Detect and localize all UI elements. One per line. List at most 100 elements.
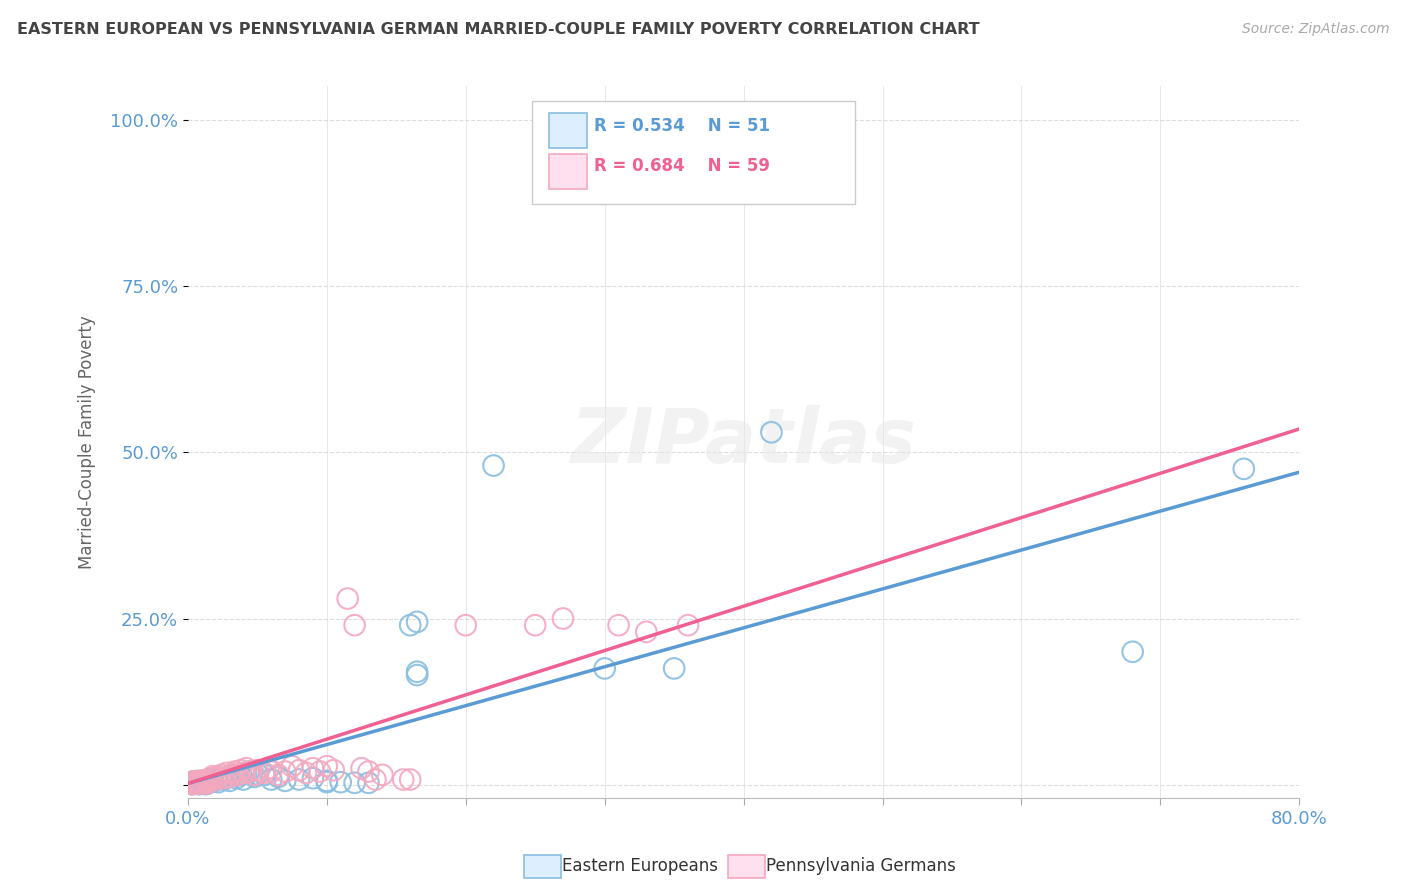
Point — [190, 776, 212, 790]
Point — [357, 764, 380, 779]
FancyBboxPatch shape — [533, 101, 855, 203]
Text: Pennsylvania Germans: Pennsylvania Germans — [766, 857, 956, 875]
Point — [336, 591, 359, 606]
Point — [232, 772, 254, 787]
Point — [183, 774, 205, 789]
Point — [186, 775, 208, 789]
Point — [201, 774, 224, 789]
Point — [195, 776, 218, 790]
Point — [482, 458, 505, 473]
Point — [181, 777, 204, 791]
Point — [215, 770, 238, 784]
Point — [350, 761, 373, 775]
Point — [235, 765, 257, 780]
Point — [309, 764, 332, 779]
Point — [204, 772, 226, 787]
Point — [274, 764, 297, 779]
Point — [184, 776, 207, 790]
Point — [406, 668, 429, 682]
Point — [188, 776, 211, 790]
Point — [274, 773, 297, 788]
Point — [399, 772, 422, 787]
Point — [243, 770, 266, 784]
Point — [201, 769, 224, 783]
FancyBboxPatch shape — [550, 113, 586, 148]
Point — [224, 764, 246, 779]
Point — [198, 772, 221, 787]
Point — [253, 768, 276, 782]
Point — [181, 777, 204, 791]
Point — [315, 759, 337, 773]
Point — [295, 765, 318, 780]
Point — [207, 775, 229, 789]
Point — [179, 776, 201, 790]
Point — [193, 773, 215, 788]
Text: ZIPatlas: ZIPatlas — [571, 405, 917, 479]
Point — [187, 775, 209, 789]
Point — [315, 773, 337, 788]
Point — [197, 776, 219, 790]
Point — [188, 777, 211, 791]
Point — [1233, 462, 1256, 476]
Point — [186, 776, 208, 790]
Point — [406, 615, 429, 629]
Point — [551, 611, 574, 625]
FancyBboxPatch shape — [550, 154, 586, 189]
Point — [194, 777, 217, 791]
Point — [288, 763, 311, 777]
Point — [184, 776, 207, 790]
Point — [329, 775, 352, 789]
Point — [260, 764, 283, 779]
Point — [662, 661, 685, 675]
Point — [406, 665, 429, 679]
Point — [212, 771, 235, 785]
Point — [267, 768, 290, 782]
Point — [246, 767, 269, 781]
Point — [212, 772, 235, 787]
Point — [187, 773, 209, 788]
Point — [215, 765, 238, 780]
Point — [229, 763, 252, 777]
Point — [183, 774, 205, 789]
Point — [197, 773, 219, 788]
Point — [761, 425, 783, 440]
Point — [194, 775, 217, 789]
Point — [221, 768, 243, 782]
Point — [180, 775, 202, 789]
Point — [281, 759, 304, 773]
Point — [322, 763, 344, 777]
Point — [343, 618, 366, 632]
Point — [191, 774, 214, 789]
Point — [524, 618, 547, 632]
Point — [257, 761, 280, 775]
Point — [1122, 645, 1144, 659]
Text: Source: ZipAtlas.com: Source: ZipAtlas.com — [1241, 22, 1389, 37]
Point — [229, 768, 252, 782]
Point — [676, 618, 699, 632]
Point — [193, 775, 215, 789]
Point — [371, 768, 394, 782]
Point — [198, 771, 221, 785]
Point — [180, 776, 202, 790]
Point — [288, 772, 311, 787]
Text: R = 0.684    N = 59: R = 0.684 N = 59 — [593, 157, 769, 175]
Text: R = 0.534    N = 51: R = 0.534 N = 51 — [593, 117, 769, 135]
Point — [235, 761, 257, 775]
Y-axis label: Married-Couple Family Poverty: Married-Couple Family Poverty — [79, 316, 96, 569]
Point — [243, 768, 266, 782]
Point — [399, 618, 422, 632]
Point — [204, 773, 226, 788]
Point — [191, 776, 214, 790]
Text: Eastern Europeans: Eastern Europeans — [562, 857, 718, 875]
Point — [191, 776, 214, 790]
Point — [246, 763, 269, 777]
Point — [218, 770, 240, 784]
Point — [238, 764, 260, 779]
Point — [209, 768, 232, 782]
Point — [343, 776, 366, 790]
Point — [302, 771, 325, 785]
Point — [239, 764, 262, 779]
Point — [357, 776, 380, 790]
Point — [232, 765, 254, 780]
Point — [636, 624, 658, 639]
